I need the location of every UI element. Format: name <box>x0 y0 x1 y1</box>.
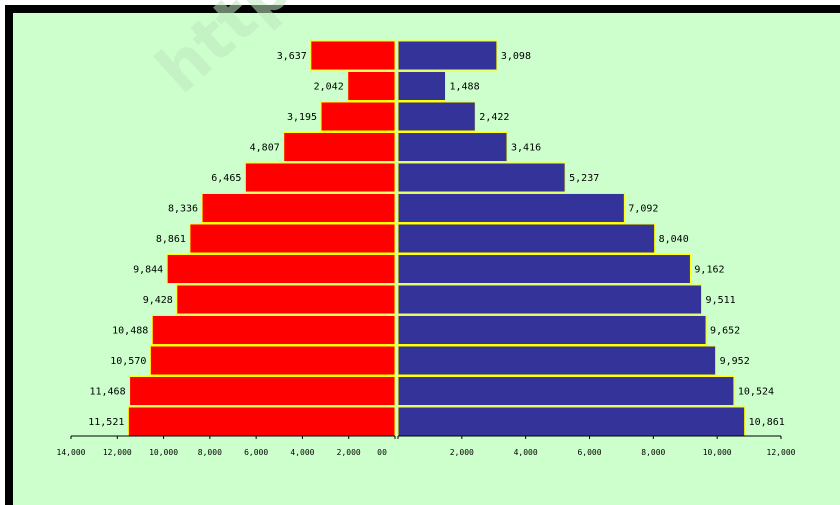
right-bar-value: 9,162 <box>694 265 724 276</box>
right-bar <box>397 223 656 254</box>
right-bar <box>397 376 735 406</box>
right-bar-value: 9,952 <box>720 356 750 367</box>
left-axis-tick-label: 2,000 <box>337 448 361 457</box>
left-axis-tick-label: 14,000 <box>57 448 86 457</box>
right-bar <box>397 315 707 345</box>
right-bar-value: 10,861 <box>749 417 785 428</box>
right-bar-value: 10,524 <box>738 387 774 398</box>
right-bar-value: 9,652 <box>710 326 740 337</box>
right-bar-value: 8,040 <box>659 234 689 245</box>
left-bar-value: 11,521 <box>88 417 124 428</box>
right-bar <box>397 254 691 284</box>
right-bar-value: 1,488 <box>449 82 479 93</box>
right-bar <box>397 101 476 132</box>
right-bar-value: 7,092 <box>628 204 658 215</box>
left-bar <box>166 254 396 284</box>
left-bar <box>149 345 396 376</box>
left-bar-value: 6,465 <box>211 173 241 184</box>
left-bar-value: 3,195 <box>287 112 317 123</box>
left-bar-value: 2,042 <box>314 82 344 93</box>
left-bar-value: 4,807 <box>250 143 280 154</box>
left-axis-tick-label: 10,000 <box>149 448 178 457</box>
left-axis-tick-label: 6,000 <box>244 448 268 457</box>
right-bar-value: 3,098 <box>501 51 531 62</box>
left-bar <box>127 406 396 437</box>
right-bar <box>397 71 446 101</box>
left-bar <box>244 162 396 193</box>
right-bar <box>397 193 625 223</box>
left-bar-value: 9,428 <box>143 295 173 306</box>
left-axis-tick-label: 12,000 <box>103 448 132 457</box>
left-bar <box>151 315 396 345</box>
left-bar-value: 10,488 <box>112 326 148 337</box>
right-axis-tick-label: 4,000 <box>514 448 538 457</box>
left-bar-value: 3,637 <box>277 51 307 62</box>
left-bar-value: 8,336 <box>168 204 198 215</box>
right-axis-tick-label: 2,000 <box>450 448 474 457</box>
left-axis-tick-label: 4,000 <box>290 448 314 457</box>
left-bar <box>283 132 396 162</box>
left-axis-tick-label: 0 <box>382 448 387 457</box>
right-axis-tick-label: 6,000 <box>577 448 601 457</box>
left-axis-tick-label: 8,000 <box>198 448 222 457</box>
left-bar <box>129 376 396 406</box>
left-bar <box>176 284 396 315</box>
right-axis-tick-label: 8,000 <box>641 448 665 457</box>
left-bar <box>189 223 396 254</box>
left-bar-value: 10,570 <box>110 356 146 367</box>
right-bar <box>397 284 703 315</box>
right-bar <box>397 162 566 193</box>
right-bar-value: 5,237 <box>569 173 599 184</box>
right-bar-value: 2,422 <box>479 112 509 123</box>
right-axis-tick-label: 12,000 <box>767 448 796 457</box>
right-bar <box>397 132 508 162</box>
right-bar-value: 9,511 <box>706 295 736 306</box>
left-bar-value: 9,844 <box>133 265 163 276</box>
left-bar-value: 8,861 <box>156 234 186 245</box>
right-axis-tick-label: 0 <box>377 448 382 457</box>
left-bar <box>320 101 396 132</box>
left-bar <box>310 40 396 71</box>
right-bar-value: 3,416 <box>511 143 541 154</box>
right-bar <box>397 40 498 71</box>
right-axis-tick-label: 10,000 <box>703 448 732 457</box>
right-bar <box>397 345 717 376</box>
right-bar <box>397 406 746 437</box>
left-bar-value: 11,468 <box>89 387 125 398</box>
left-bar <box>347 71 396 101</box>
left-bar <box>201 193 396 223</box>
